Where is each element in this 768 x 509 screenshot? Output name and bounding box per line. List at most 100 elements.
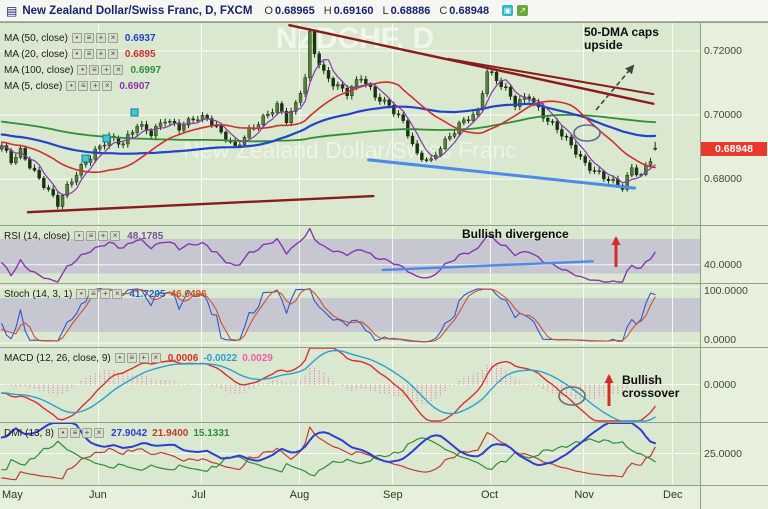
chart-header: ▤ New Zealand Dollar/Swiss Franc, D, FXC… [0,0,768,22]
properties-button[interactable]: ≡ [126,353,137,363]
rsi-axis-label: 40.0000 [704,258,742,271]
add-button[interactable]: + [90,81,101,91]
drawing-anchor[interactable] [130,108,139,117]
low-label: L [382,4,389,17]
macd-legend: MACD (12, 26, close, 9) • ≡ + × 0.0006 -0.0022… [4,350,273,366]
stoch-axis-label: 100.0000 [704,285,748,297]
drawing-anchor[interactable] [81,154,90,163]
indicator-label: MA (100, close) [4,64,74,76]
price-consolidation-ellipse[interactable] [573,124,601,142]
price-axis-label: 0.68000 [704,173,742,186]
drawing-anchor[interactable] [102,134,111,143]
time-axis-label: Sep [383,489,403,501]
properties-button[interactable]: ≡ [78,81,89,91]
close-button[interactable]: × [94,428,105,438]
high-value: 0.69160 [333,4,374,17]
visibility-button[interactable]: • [71,49,82,59]
trendline-lower-support[interactable] [26,194,375,214]
visibility-button[interactable]: • [66,81,77,91]
visibility-button[interactable]: • [77,65,88,75]
trendline-rsi-divergence[interactable] [381,260,594,272]
indicator-value: 0.0029 [242,352,273,364]
chart-title: New Zealand Dollar/Swiss Franc, D, FXCM [22,4,253,17]
close-button[interactable]: × [107,49,118,59]
visibility-button[interactable]: • [74,231,85,241]
indicator-value: 15.1331 [193,427,230,439]
indicator-label: MACD (12, 26, close, 9) [4,352,111,364]
add-button[interactable]: + [95,33,106,43]
current-price-tag: 0.68948 [701,141,767,156]
ma-legend: MA (50, close) • ≡ + × 0.6937 MA (20, close) • ≡… [4,30,161,94]
indicator-value: 21.9400 [152,427,189,439]
indicator-value: 46.6496 [170,288,207,300]
properties-button[interactable]: ≡ [83,33,94,43]
indicator-value: 0.0006 [167,352,199,364]
visibility-button[interactable]: • [76,289,87,299]
trendline-upper-resistance[interactable] [288,24,655,105]
indicator-value: 0.6997 [130,64,162,76]
close-button[interactable]: × [110,231,121,241]
add-button[interactable]: + [98,231,109,241]
time-axis-label: May [2,489,23,501]
indicator-value: 48.1785 [127,230,164,242]
indicator-value: 27.9042 [111,427,148,439]
properties-button[interactable]: ≡ [86,231,97,241]
time-axis-label: Oct [481,489,499,501]
add-button[interactable]: + [100,289,111,299]
indicator-value: 0.6895 [124,48,156,60]
window-icon[interactable]: ▤ [6,3,18,18]
close-button[interactable]: × [113,65,124,75]
properties-button[interactable]: ≡ [89,65,100,75]
add-button[interactable]: + [95,49,106,59]
visibility-button[interactable]: • [114,353,125,363]
indicator-label: MA (20, close) [4,48,68,60]
trendline-inner-resistance[interactable] [447,57,655,96]
low-value: 0.68886 [390,4,431,17]
camera-icon[interactable]: ▣ [502,5,514,16]
time-axis-label: Nov [574,489,594,501]
open-label: O [264,4,273,17]
indicator-label: RSI (14, close) [4,230,71,242]
properties-button[interactable]: ≡ [83,49,94,59]
annotation-bullish-divergence: Bullish divergence [462,227,569,241]
close-button[interactable]: × [107,33,118,43]
price-axis-label: 0.72000 [704,44,742,57]
indicator-label: Stoch (14, 3, 1) [4,288,73,300]
trendline-price-divergence-line[interactable] [367,158,637,190]
indicator-value: 41.7205 [129,288,166,300]
dmi-legend: DMI (13, 8) • ≡ + × 27.9042 21.9400 15.1331 [4,425,229,441]
rsi-legend: RSI (14, close) • ≡ + × 48.1785 [4,228,163,244]
ohlc-readout: O 0.68965 H 0.69160 L 0.68886 C 0.68948 [264,5,498,17]
properties-button[interactable]: ≡ [88,289,99,299]
macd-crossover-ellipse[interactable] [558,386,586,406]
header-toolbar: ▣ ↗ [498,5,529,16]
indicator-value: -0.0022 [203,352,238,364]
indicator-label: DMI (13, 8) [4,427,55,439]
stoch-legend: Stoch (14, 3, 1) • ≡ + × 41.7205 46.6496 [4,286,207,302]
indicator-label: MA (5, close) [4,80,63,92]
close-value: 0.68948 [449,4,490,17]
properties-button[interactable]: ≡ [70,428,81,438]
indicator-label: MA (50, close) [4,32,68,44]
open-value: 0.68965 [274,4,315,17]
indicator-value: 0.6937 [124,32,156,44]
close-button[interactable]: × [150,353,161,363]
time-axis-label: Jul [191,489,206,501]
dma-annotation-arrow[interactable] [595,64,635,111]
add-button[interactable]: + [82,428,93,438]
share-icon[interactable]: ↗ [517,5,529,16]
price-axis-label: 0.70000 [704,108,742,121]
visibility-button[interactable]: • [71,33,82,43]
macd-axis-label: 0.0000 [704,378,737,391]
close-button[interactable]: × [102,81,113,91]
stoch-axis-label: 0.0000 [704,334,737,346]
annotation-bullish-crossover: Bullish crossover [622,373,680,401]
time-axis-label: Jun [89,489,107,501]
add-button[interactable]: + [138,353,149,363]
add-button[interactable]: + [101,65,112,75]
visibility-button[interactable]: • [58,428,69,438]
close-button[interactable]: × [112,289,123,299]
